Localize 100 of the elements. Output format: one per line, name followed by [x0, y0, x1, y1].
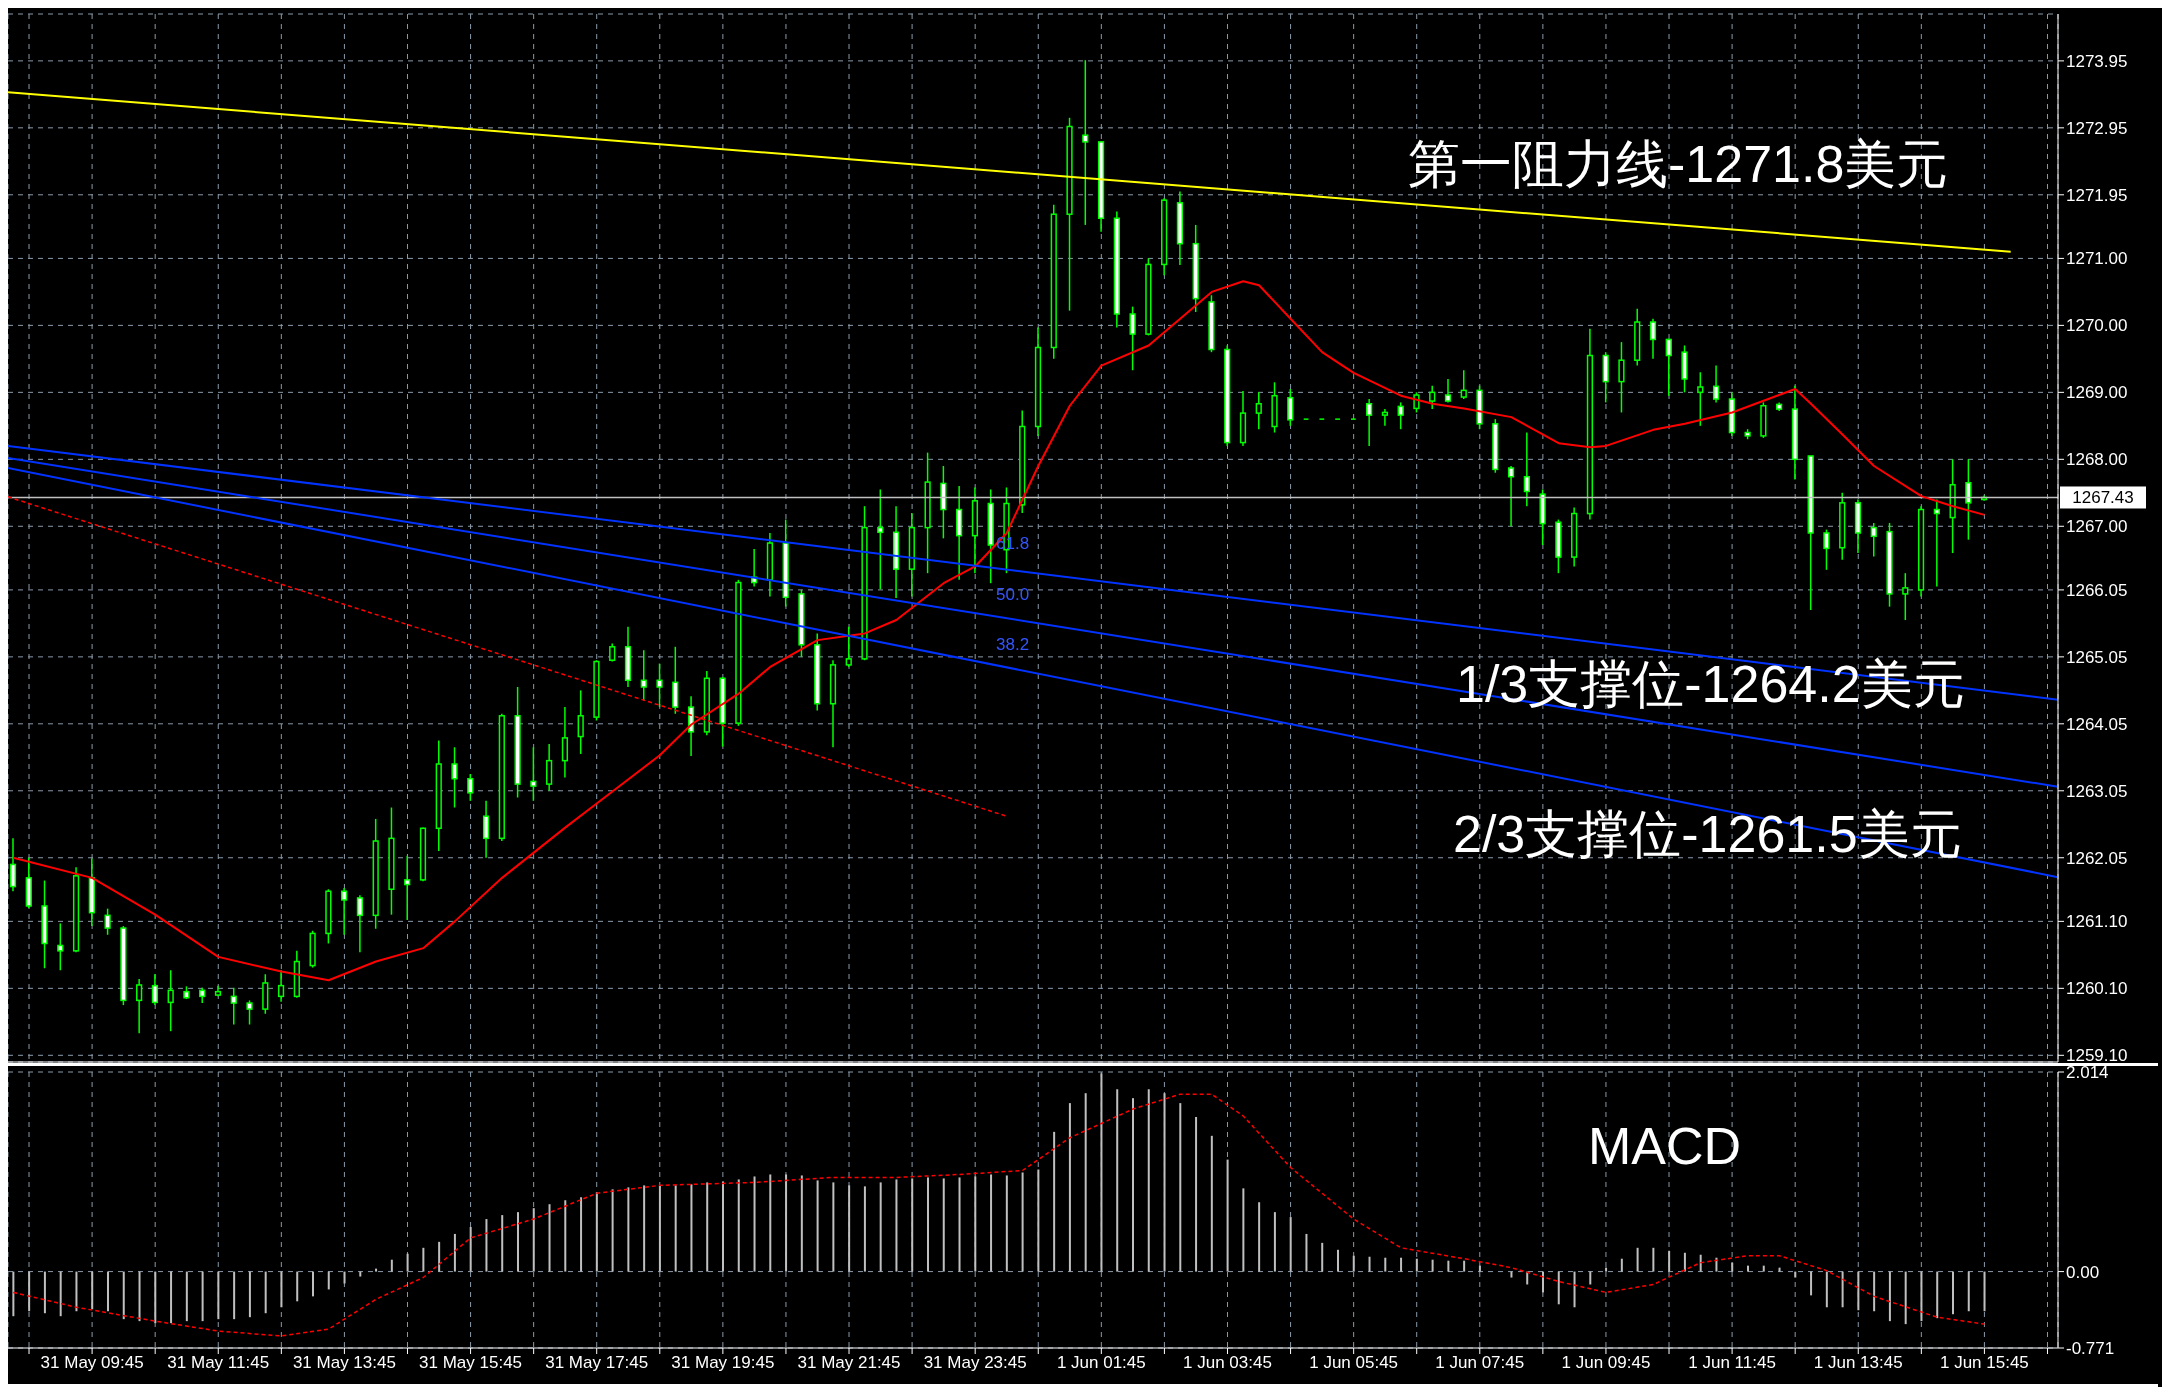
bar [1021, 1172, 1024, 1272]
bar [611, 1189, 614, 1272]
y-tick-label: 1269.00 [2066, 383, 2128, 403]
annotation: 第一阻力线-1271.8美元 [1408, 135, 1949, 194]
bar [627, 1187, 630, 1272]
bar [1273, 1212, 1276, 1272]
bar [185, 1271, 188, 1322]
x-tick-label: 31 May 11:45 [167, 1353, 270, 1373]
bar [1936, 1271, 1939, 1319]
bar [122, 1271, 125, 1320]
y-tick-label: 1261.10 [2066, 912, 2128, 932]
candlestick [640, 649, 647, 702]
candlestick [1523, 431, 1530, 507]
bar [343, 1271, 346, 1284]
bar [280, 1271, 283, 1308]
bar [926, 1177, 929, 1272]
y-tick-label: 2.014 [2066, 1063, 2109, 1083]
y-tick-label: -0.771 [2066, 1339, 2115, 1359]
text: MACD [1588, 1116, 1742, 1176]
bar [1983, 1271, 1986, 1312]
candlestick [341, 887, 348, 936]
bar [1810, 1271, 1813, 1296]
bar [1841, 1271, 1844, 1308]
bar [690, 1184, 693, 1272]
bar [1573, 1271, 1576, 1308]
bar [1305, 1233, 1308, 1272]
x-tick-label: 31 May 13:45 [292, 1353, 396, 1373]
bar [580, 1197, 583, 1272]
bar [1904, 1271, 1907, 1325]
bar [327, 1271, 330, 1290]
bar [1147, 1089, 1150, 1272]
candlestick [546, 743, 553, 792]
bar [501, 1215, 504, 1272]
bar [1210, 1135, 1213, 1272]
bar [1888, 1271, 1891, 1322]
candlestick [1870, 522, 1877, 558]
bar [1289, 1217, 1292, 1272]
ref-line-label: 1267.43 [2072, 488, 2134, 508]
bar [170, 1271, 173, 1324]
bar [296, 1271, 299, 1302]
candlestick [1697, 371, 1704, 427]
candlestick [877, 488, 884, 590]
bar [311, 1271, 314, 1297]
candlestick [845, 625, 852, 668]
x-tick-label: 1 Jun 03:45 [1183, 1353, 1272, 1373]
bar [201, 1271, 204, 1322]
y-tick-label: 1260.10 [2066, 979, 2128, 999]
bar [1084, 1093, 1087, 1272]
bar [643, 1185, 646, 1272]
bar [1510, 1271, 1513, 1278]
x-tick-label: 31 May 17:45 [545, 1353, 649, 1373]
bar [1116, 1089, 1119, 1272]
candlestick [1649, 317, 1657, 360]
bar [406, 1253, 409, 1272]
bar [1778, 1267, 1781, 1272]
candlestick [230, 986, 237, 1026]
annotation: 50.0 [996, 585, 1030, 605]
candlestick [1712, 364, 1720, 404]
bar [911, 1178, 914, 1272]
bar [1873, 1271, 1876, 1312]
candlestick [656, 662, 663, 708]
y-tick-label: 1272.95 [2066, 118, 2128, 138]
x-tick-label: 31 May 21:45 [797, 1353, 901, 1373]
y-tick-label: 1263.05 [2066, 781, 2128, 801]
bar [59, 1271, 62, 1317]
bar [942, 1178, 945, 1272]
x-tick-label: 1 Jun 09:45 [1561, 1353, 1651, 1373]
bar [12, 1271, 15, 1317]
bar [43, 1271, 46, 1314]
bar [800, 1175, 803, 1272]
candlestick [482, 800, 490, 859]
candlestick [1255, 391, 1262, 430]
bar [1920, 1271, 1923, 1322]
bar [832, 1182, 835, 1272]
y-tick-label: 1267.00 [2066, 517, 2128, 537]
candlestick [277, 969, 285, 1003]
bar [1321, 1242, 1324, 1272]
bar [375, 1268, 378, 1272]
y-tick-label: 1271.95 [2066, 185, 2128, 205]
y-tick-label: 1259.10 [2066, 1046, 2128, 1066]
candlestick [1823, 528, 1830, 571]
x-tick-label: 1 Jun 13:45 [1813, 1353, 1903, 1373]
bar [1715, 1257, 1718, 1272]
bar [1557, 1271, 1560, 1305]
bar [1242, 1188, 1245, 1272]
bar [438, 1241, 441, 1272]
bar [1668, 1250, 1671, 1272]
bar [958, 1177, 961, 1272]
x-tick-label: 31 May 15:45 [419, 1353, 523, 1373]
bar [532, 1208, 535, 1272]
candlestick [404, 855, 411, 921]
bar [359, 1271, 362, 1277]
y-tick-label: 1271.00 [2066, 249, 2128, 269]
bar [233, 1271, 236, 1320]
x-tick-label: 31 May 19:45 [671, 1353, 775, 1373]
candlestick [530, 746, 537, 802]
candlestick [609, 642, 616, 663]
bar [1967, 1271, 1970, 1312]
bar [1762, 1265, 1765, 1272]
bar [895, 1179, 898, 1272]
